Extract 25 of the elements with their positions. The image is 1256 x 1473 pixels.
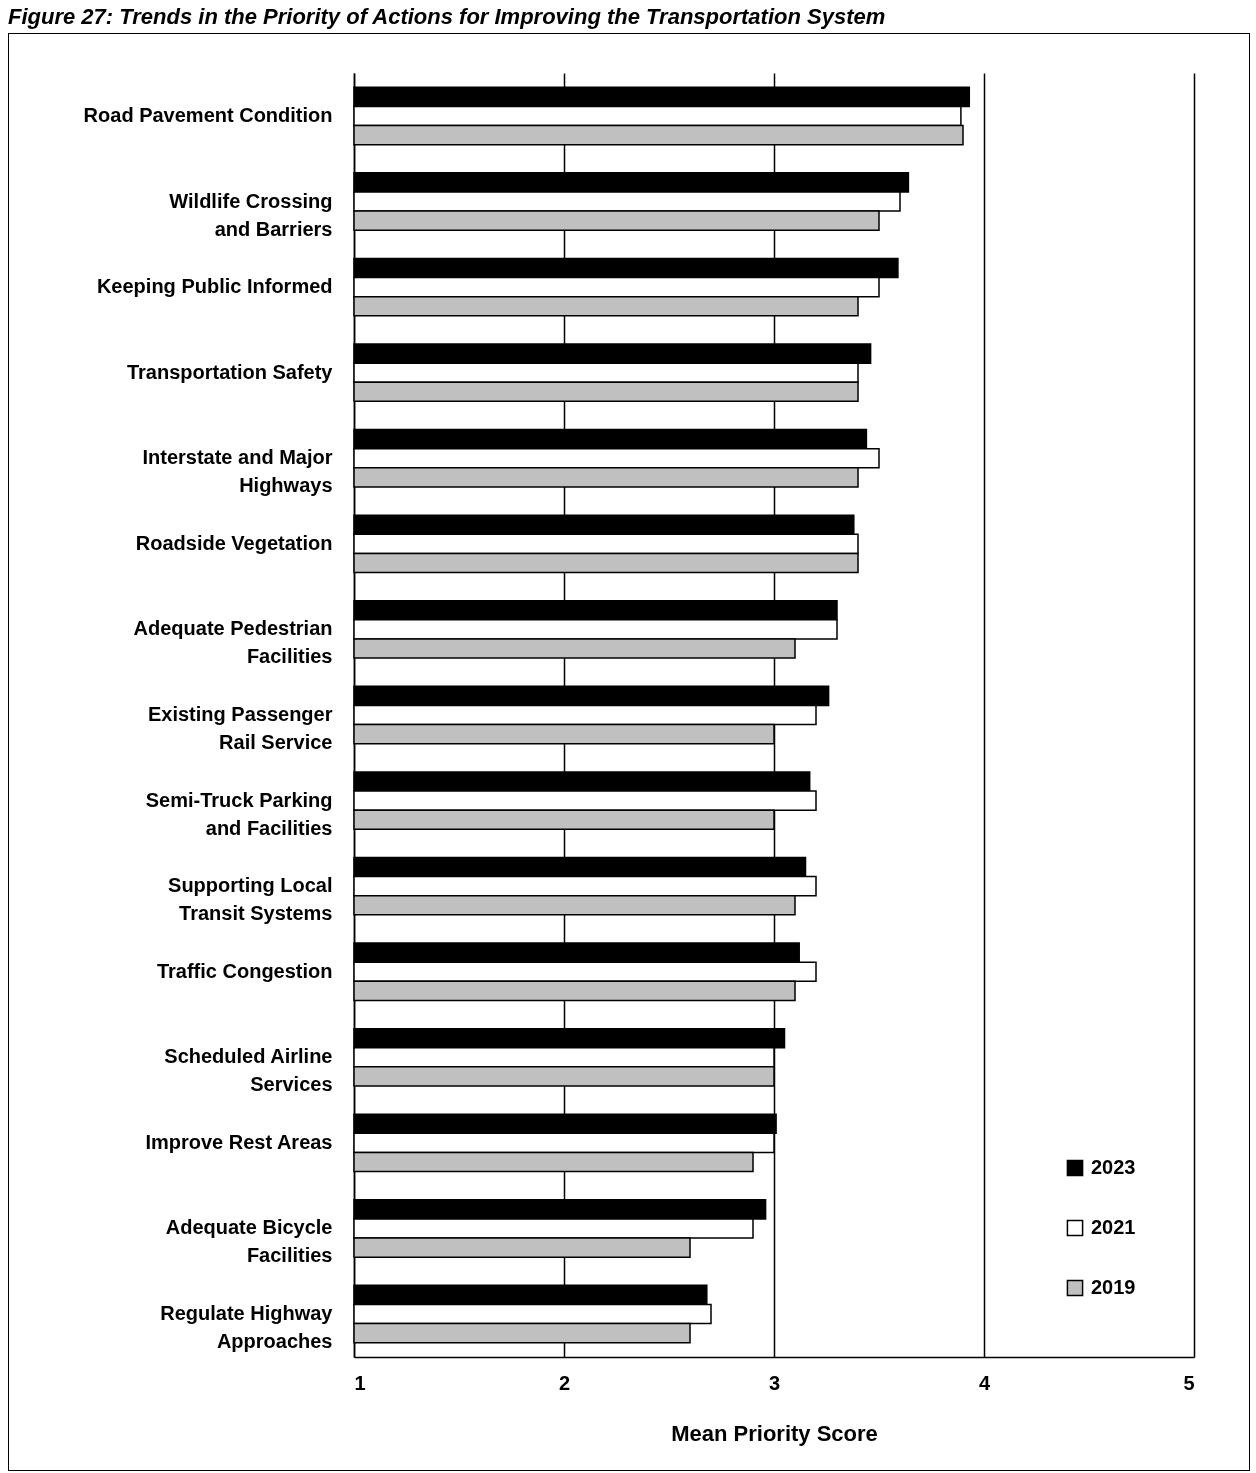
- y-tick-label: Existing Passenger Rail Service: [147, 703, 333, 753]
- legend-label: 2021: [1091, 1216, 1136, 1238]
- x-tick-label: 4: [978, 1371, 991, 1394]
- y-tick-label: Regulate Highway Approaches: [160, 1302, 334, 1353]
- x-axis-title: Mean Priority Score: [671, 1420, 878, 1446]
- y-tick-label: Wildlife Crossing and Barriers: [169, 189, 333, 240]
- y-tick-label: Adequate Bicycle Facilities: [165, 1216, 333, 1267]
- y-tick-label: Keeping Public Informed: [96, 275, 333, 298]
- y-tick-label: Road Pavement Condition: [83, 103, 333, 126]
- x-tick-label: 1: [354, 1371, 366, 1394]
- y-tick-label: Transportation Safety: [126, 360, 334, 383]
- x-tick-label: 5: [1183, 1371, 1195, 1394]
- y-tick-label: Semi-Truck Parking and Facilities: [145, 788, 333, 839]
- y-tick-label: Improve Rest Areas: [145, 1130, 333, 1153]
- y-tick-label: Adequate Pedestrian Facilities: [133, 617, 333, 668]
- legend-label: 2023: [1091, 1156, 1136, 1178]
- x-tick-label: 2: [558, 1371, 571, 1394]
- chart-title: Figure 27: Trends in the Priority of Actions for Improving the Transportation System: [8, 4, 886, 29]
- legend-label: 2019: [1091, 1276, 1136, 1298]
- y-tick-label: Roadside Vegetation: [135, 531, 333, 554]
- y-tick-label: Interstate and Major Highways: [142, 446, 333, 497]
- y-tick-label: Supporting Local Transit Systems: [168, 874, 333, 925]
- x-tick-label: 3: [768, 1371, 781, 1394]
- y-tick-label: Scheduled Airline Services: [164, 1045, 333, 1096]
- y-tick-label: Traffic Congestion: [156, 959, 333, 982]
